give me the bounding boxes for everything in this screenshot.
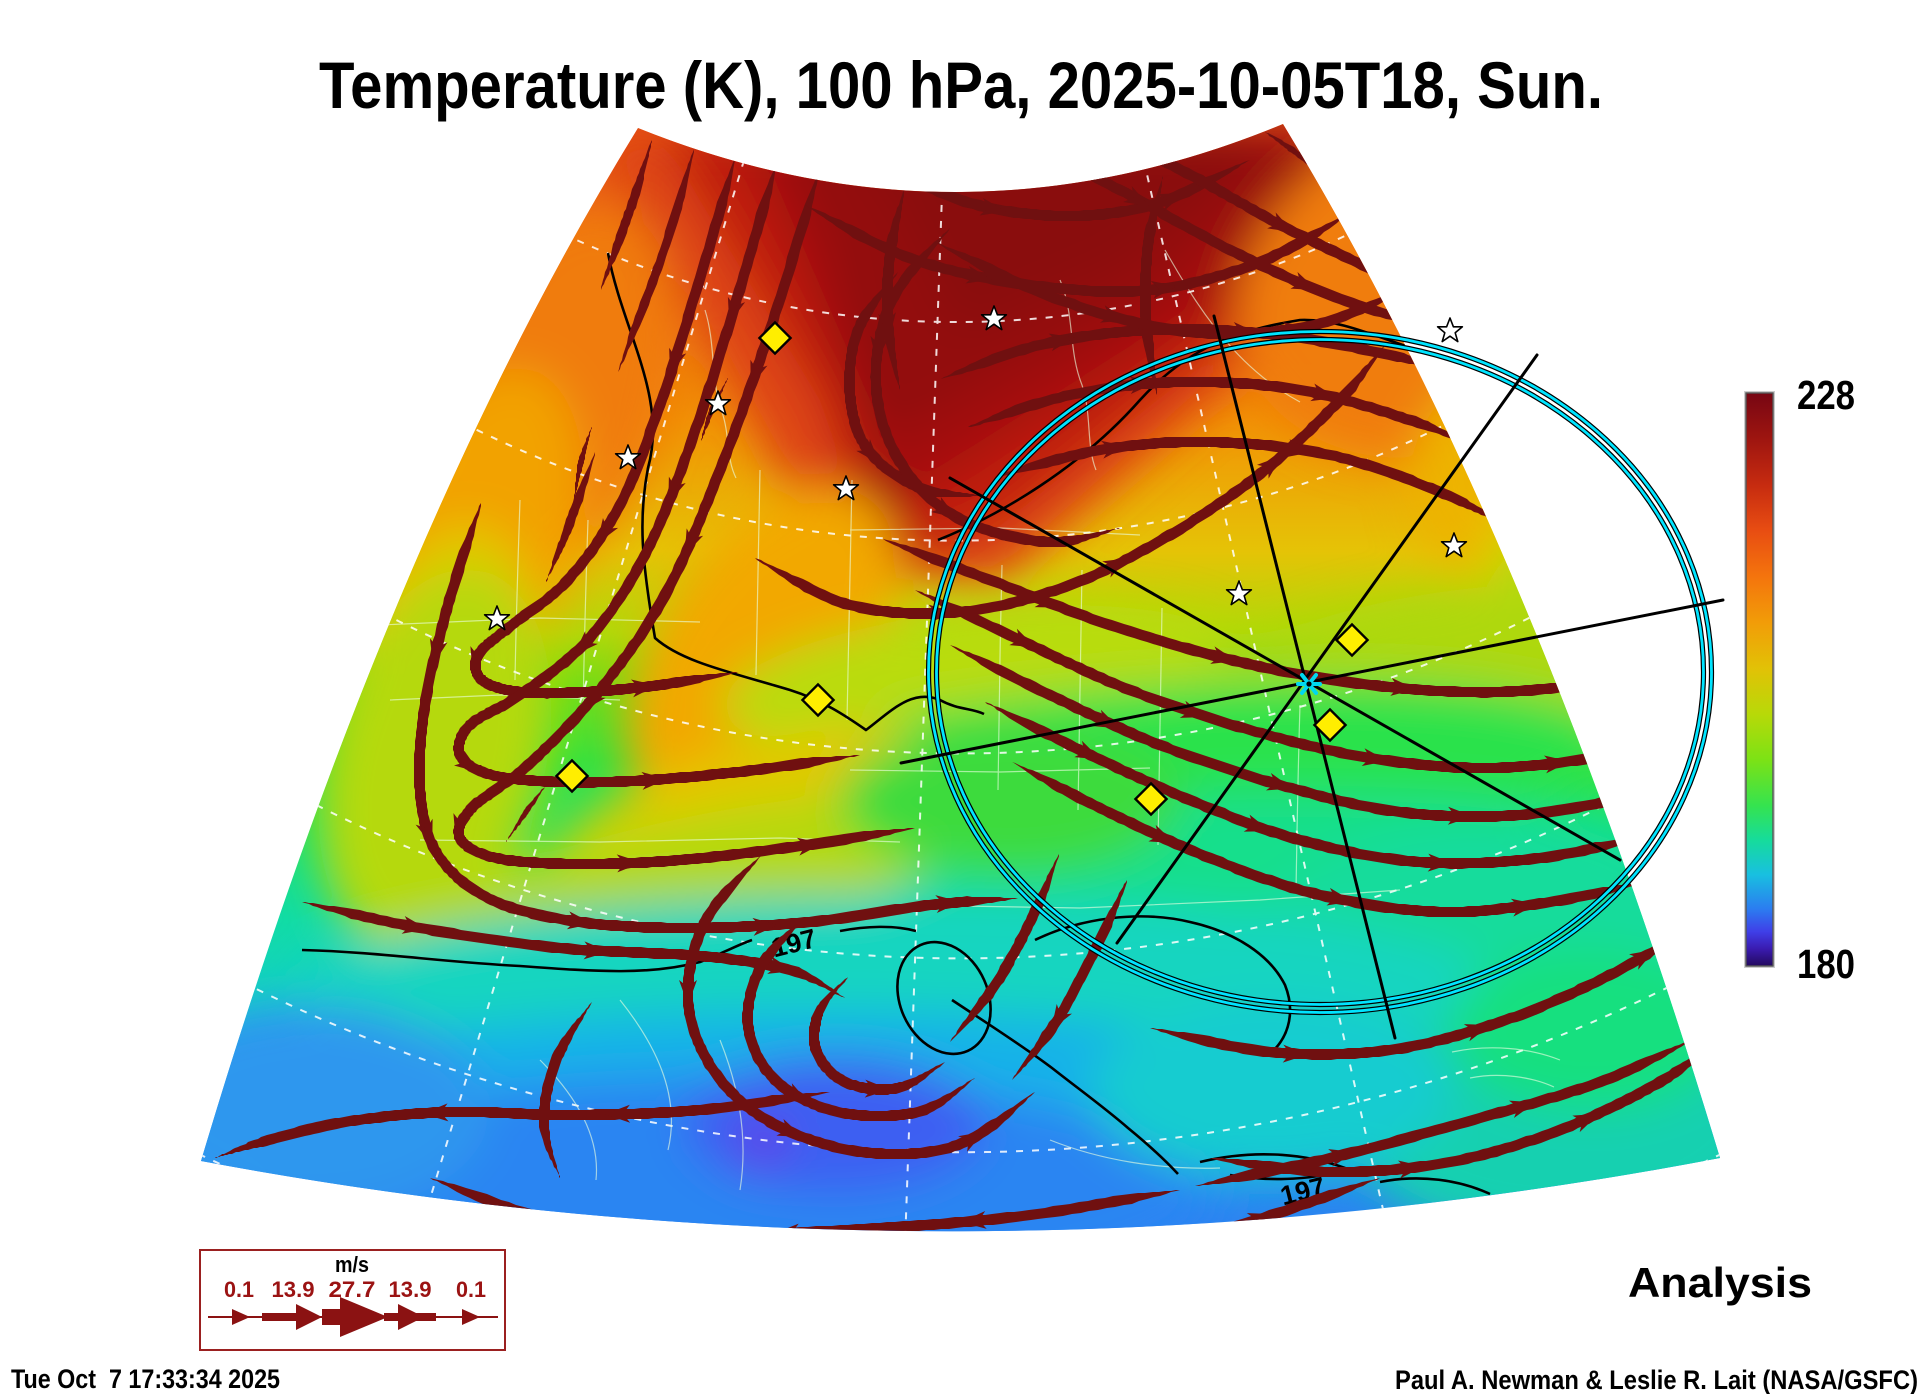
svg-text:13.9: 13.9 [272, 1277, 315, 1302]
svg-text:180: 180 [1797, 941, 1855, 987]
svg-text:m/s: m/s [335, 1252, 369, 1277]
svg-text:0.1: 0.1 [224, 1277, 254, 1302]
svg-text:27.7: 27.7 [329, 1277, 376, 1302]
svg-text:0.1: 0.1 [456, 1277, 486, 1302]
svg-text:Paul A. Newman & Leslie R. Lai: Paul A. Newman & Leslie R. Lait (NASA/GS… [1395, 1365, 1918, 1394]
svg-text:228: 228 [1797, 372, 1855, 418]
svg-text:Analysis: Analysis [1628, 1259, 1812, 1306]
svg-text:Tue Oct 7 17:33:34 2025: Tue Oct 7 17:33:34 2025 [11, 1364, 280, 1394]
svg-text:Temperature (K), 100 hPa, 2025: Temperature (K), 100 hPa, 2025-10-05T18,… [319, 48, 1603, 122]
svg-text:13.9: 13.9 [389, 1277, 432, 1302]
